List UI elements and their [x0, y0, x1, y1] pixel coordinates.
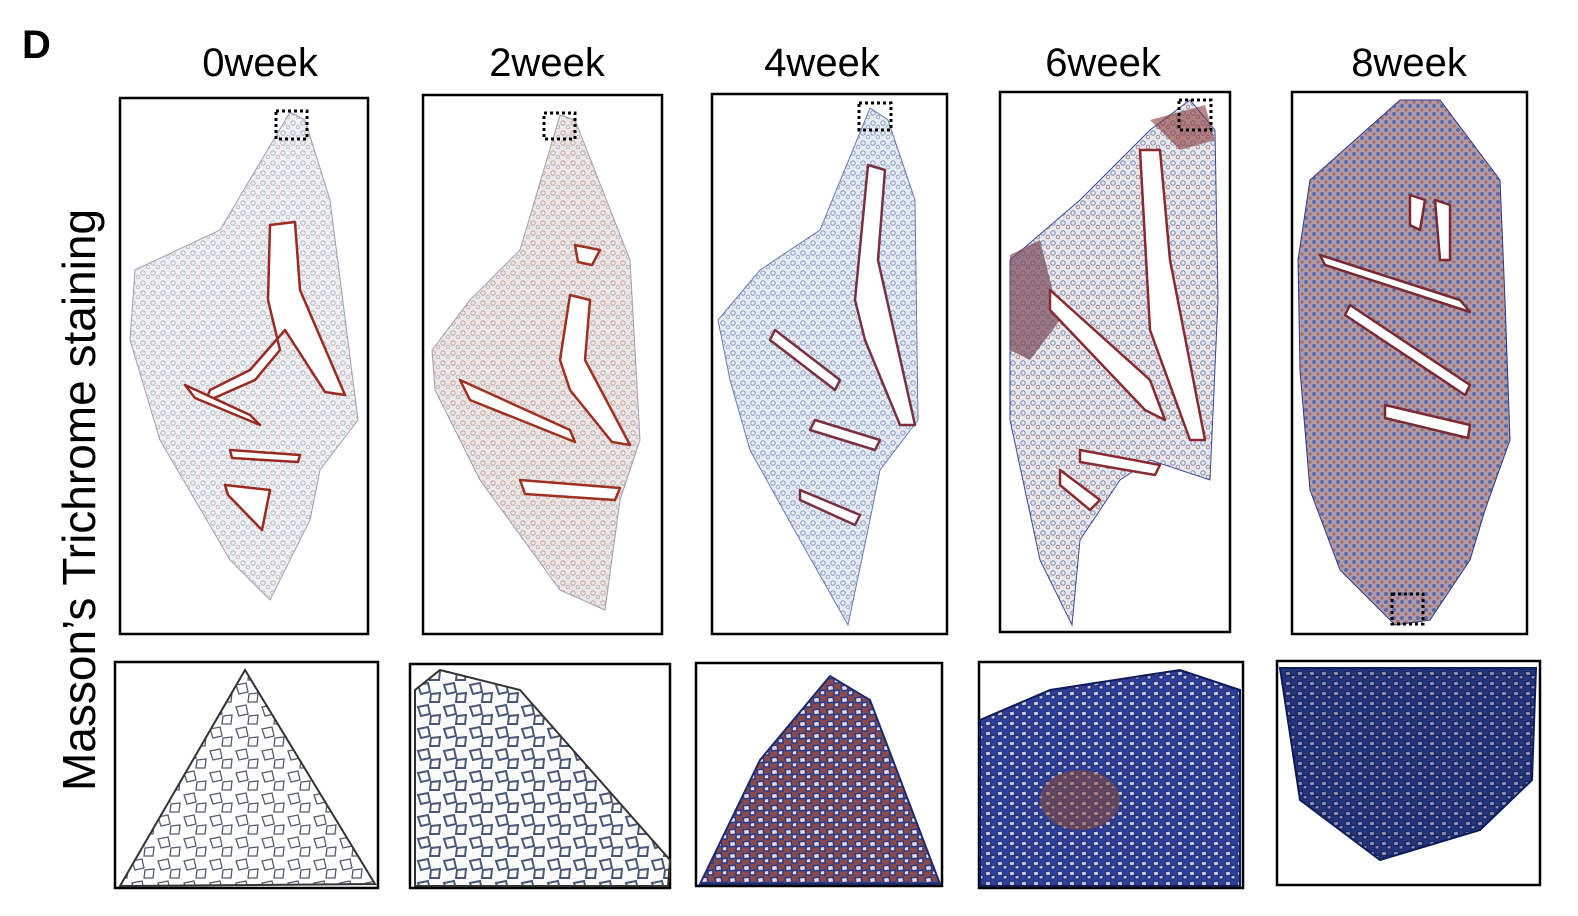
column-title: 0week	[202, 41, 319, 85]
whole-section	[1275, 90, 1542, 887]
column-title: 6week	[1045, 41, 1162, 85]
whole-section	[694, 92, 949, 888]
row-label: Masson’s Trichrome staining	[53, 209, 105, 791]
whole-section	[113, 96, 380, 890]
column-title: 8week	[1351, 41, 1468, 85]
whole-section	[408, 93, 672, 890]
column-title: 2week	[489, 41, 606, 85]
column-title: 4week	[764, 41, 881, 85]
whole-section	[977, 90, 1245, 890]
panel-label: D	[22, 23, 51, 67]
